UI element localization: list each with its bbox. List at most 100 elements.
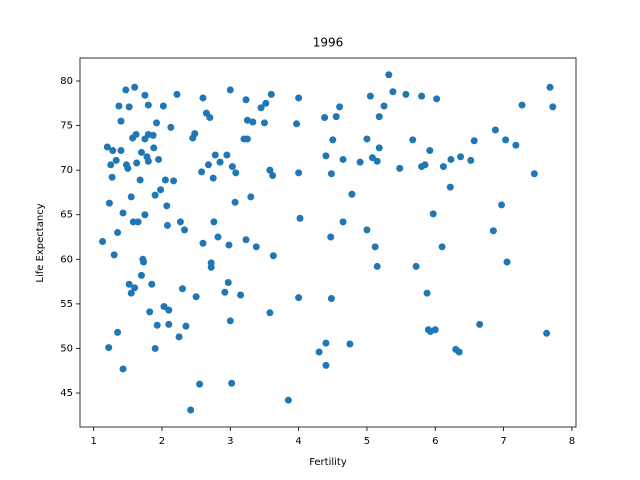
point	[223, 151, 231, 159]
point	[108, 173, 116, 181]
point	[262, 99, 270, 107]
point	[119, 209, 127, 217]
point	[322, 339, 330, 347]
point	[269, 252, 277, 260]
point	[498, 201, 506, 209]
point	[371, 243, 379, 251]
point	[439, 163, 447, 171]
point	[159, 102, 167, 110]
point	[137, 271, 145, 279]
point	[247, 193, 255, 201]
point	[131, 83, 139, 91]
point	[155, 155, 163, 163]
x-tick-label: 5	[364, 436, 370, 447]
point	[153, 321, 161, 329]
point	[321, 114, 329, 122]
point	[157, 186, 165, 194]
point	[243, 135, 251, 143]
point	[225, 241, 233, 249]
x-tick-label: 1	[90, 436, 96, 447]
point	[409, 136, 417, 144]
point	[207, 259, 215, 267]
point	[429, 210, 437, 218]
point	[231, 198, 239, 206]
point	[266, 166, 274, 174]
point	[144, 157, 152, 165]
point	[210, 218, 218, 226]
point	[146, 308, 154, 316]
point	[133, 159, 141, 167]
point	[141, 211, 149, 219]
point	[402, 90, 410, 98]
point	[339, 155, 347, 163]
point	[549, 103, 557, 111]
point	[503, 258, 511, 266]
point	[423, 289, 431, 297]
point	[327, 295, 335, 303]
point	[266, 309, 274, 317]
point	[181, 226, 189, 234]
x-tick-label: 6	[432, 436, 438, 447]
point	[204, 161, 212, 169]
point	[112, 156, 120, 164]
point	[199, 94, 207, 102]
point	[363, 135, 371, 143]
point	[332, 113, 340, 121]
point	[389, 88, 397, 96]
point	[151, 191, 159, 199]
y-tick-label: 65	[60, 210, 73, 221]
plot-frame	[79, 57, 577, 428]
point	[373, 157, 381, 165]
point	[187, 406, 195, 414]
point	[136, 176, 144, 184]
point	[385, 71, 393, 79]
y-tick-label: 45	[60, 388, 73, 399]
point	[119, 365, 127, 373]
x-tick-label: 8	[569, 436, 575, 447]
point	[366, 92, 374, 100]
point	[115, 102, 123, 110]
point	[110, 251, 118, 259]
point	[132, 130, 140, 138]
point	[173, 90, 181, 98]
point	[363, 226, 371, 234]
point	[160, 303, 168, 311]
point	[260, 119, 268, 127]
point	[322, 152, 330, 160]
point	[455, 348, 463, 356]
y-tick-label: 50	[60, 343, 73, 354]
point	[167, 123, 175, 131]
point	[336, 103, 344, 111]
point	[346, 340, 354, 348]
point	[284, 396, 292, 404]
point	[206, 114, 214, 122]
point	[467, 156, 475, 164]
point	[192, 293, 200, 301]
point	[170, 177, 178, 185]
point	[380, 102, 388, 110]
point	[315, 348, 323, 356]
point	[418, 92, 426, 100]
point	[426, 147, 434, 155]
point	[470, 137, 478, 145]
point	[339, 218, 347, 226]
point	[99, 237, 107, 245]
point	[161, 176, 169, 184]
point	[114, 229, 122, 237]
point	[226, 86, 234, 94]
point	[296, 214, 304, 222]
point	[512, 141, 520, 149]
point	[518, 101, 526, 109]
y-tick-label: 75	[60, 121, 73, 132]
point	[228, 379, 236, 387]
point	[502, 136, 510, 144]
point	[457, 153, 465, 161]
point	[191, 130, 199, 138]
point	[327, 233, 335, 241]
point	[134, 218, 142, 226]
x-tick-label: 2	[159, 436, 165, 447]
point	[117, 117, 125, 125]
